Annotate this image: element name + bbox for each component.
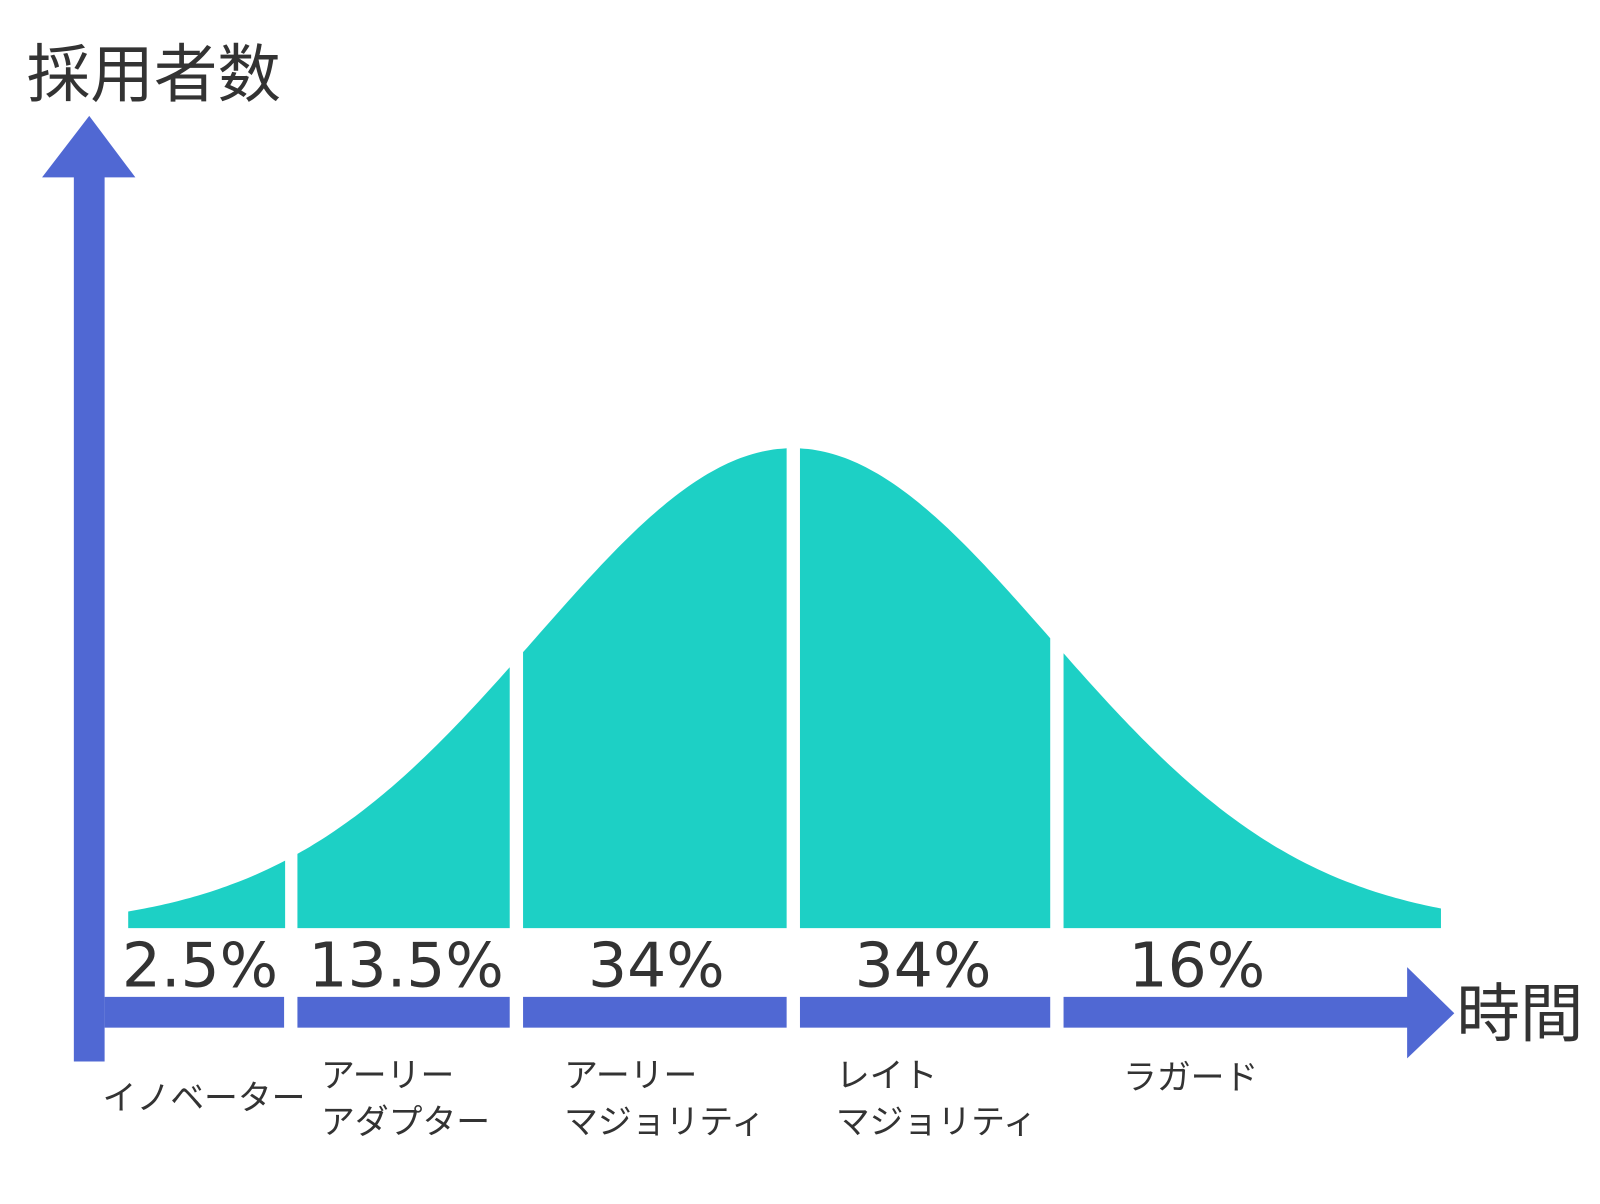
curve-segment [297,667,510,929]
segment-name-line: アダプター [321,1102,490,1141]
segment-name-line: マジョリティ [836,1102,1037,1141]
segment-name: アーリーマジョリティ [564,1056,765,1141]
plot: 採用者数 時間 2.5% イノベーター 13.5% アーリーアダプター 34% アーリーマ… [27,37,1584,1141]
segment-name: ラガード [1123,1058,1258,1097]
segment-name: アーリーアダプター [321,1056,490,1141]
segment-name-line: ラガード [1123,1058,1258,1097]
share-label: 34% [588,930,725,1002]
segment-name-line: イノベーター [103,1079,306,1118]
x-axis-segment [297,996,510,1028]
x-axis-segment [1063,996,1416,1028]
curve-segment [128,860,286,929]
x-axis-arrow [1407,967,1455,1059]
curve-segment [799,448,1051,929]
share-label: 16% [1129,930,1266,1002]
segment-name-line: レイト [836,1056,937,1095]
y-axis-label: 採用者数 [27,37,281,111]
segment-name-line: アーリー [564,1056,697,1095]
y-axis-arrow [42,115,136,178]
x-axis-segment [799,996,1051,1028]
segment-name-line: マジョリティ [564,1102,765,1141]
share-label: 34% [855,930,992,1002]
curve-segment [523,448,787,929]
x-axis-segment [523,996,787,1028]
segment-name-line: アーリー [321,1056,454,1095]
x-axis-segment [104,996,285,1028]
share-label: 13.5% [308,930,503,1002]
x-axis-label: 時間 [1456,977,1583,1051]
y-axis [73,174,105,1062]
curve-segment [1063,653,1441,929]
share-label: 2.5% [122,930,278,1002]
segment-name: イノベーター [103,1079,306,1118]
segment-name: レイトマジョリティ [836,1056,1037,1141]
